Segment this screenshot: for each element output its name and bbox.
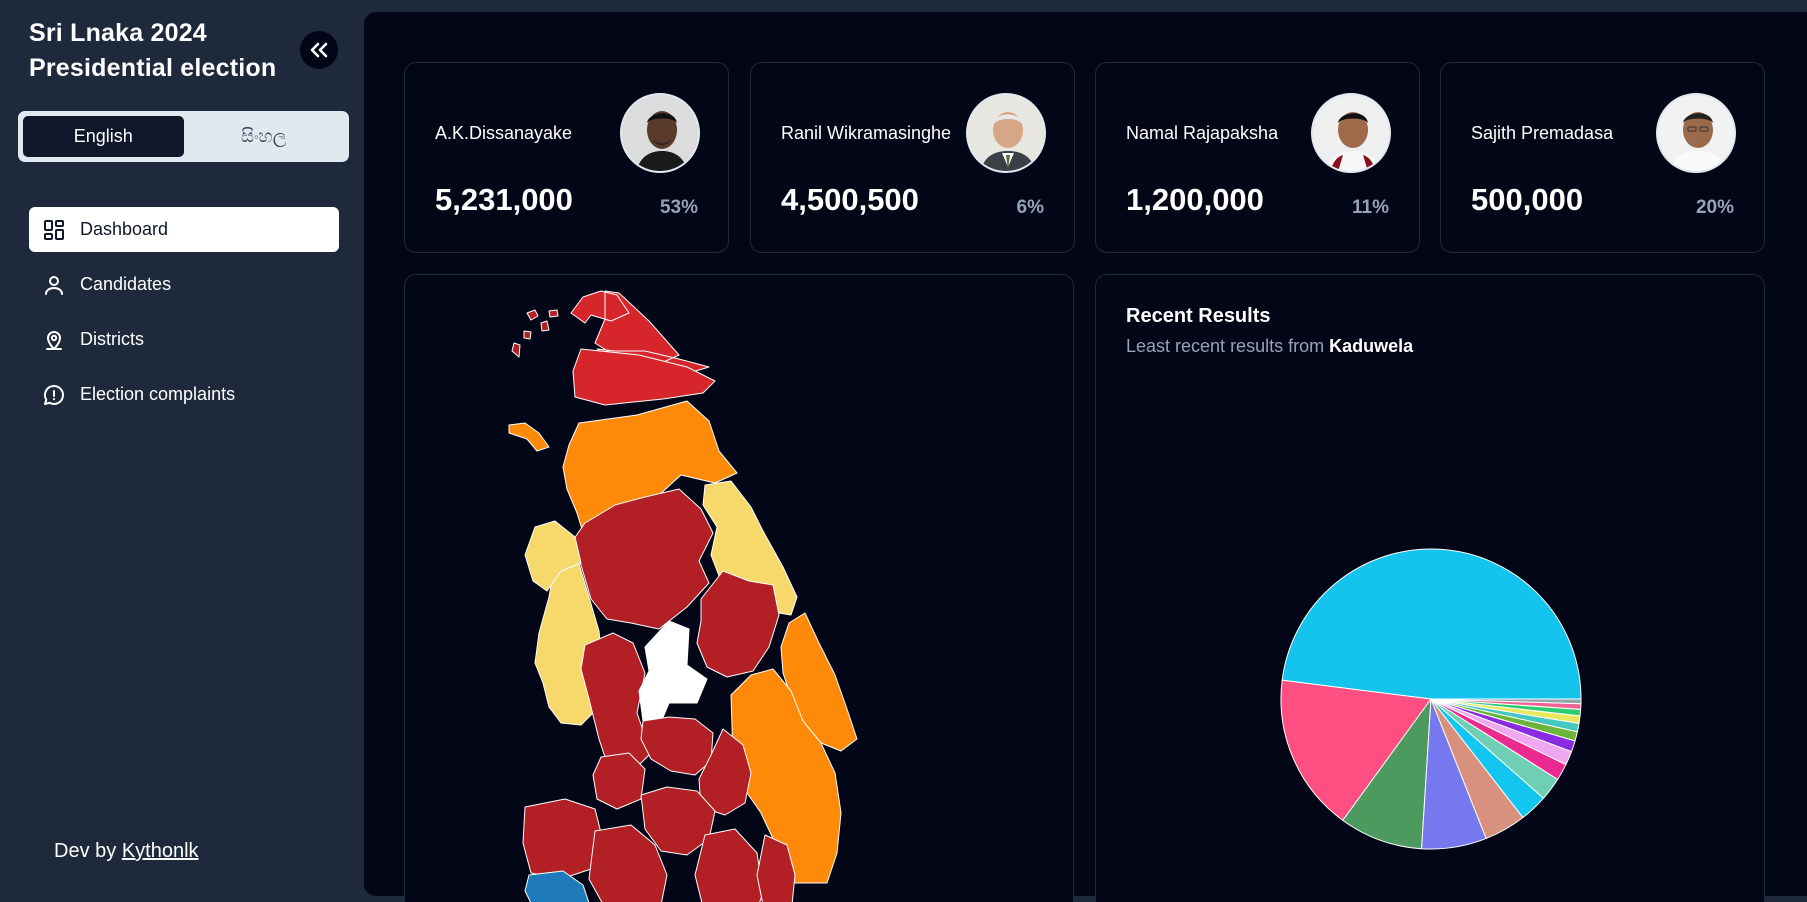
map-region-hambantota[interactable] <box>756 834 796 902</box>
sidebar-item-label: Dashboard <box>80 219 169 239</box>
candidate-name: A.K.Dissanayake <box>435 123 573 143</box>
map-region-kilinochchi[interactable] <box>572 348 716 406</box>
candidate-percent: 11% <box>1352 197 1389 218</box>
pie-slice-A[interactable] <box>1281 548 1582 700</box>
candidate-avatar <box>620 93 700 173</box>
map-region-kegalle[interactable] <box>592 752 646 810</box>
candidate-percent: 53% <box>659 197 698 218</box>
map-region-islands[interactable] <box>511 309 559 358</box>
candidate-percent: 6% <box>1016 197 1044 218</box>
recent-results-card: Recent Results Least recent results from… <box>1095 274 1765 902</box>
candidate-card[interactable]: Ranil Wikramasinghe 4,500,500 6% <box>750 62 1075 253</box>
user-icon <box>45 275 63 295</box>
map-region-badulla[interactable] <box>698 728 752 816</box>
sidebar-item-label: Districts <box>80 329 144 349</box>
pie-slice-B[interactable] <box>1280 679 1432 822</box>
recent-results-subtitle-prefix: Least recent results from <box>1126 336 1325 356</box>
candidate-votes: 500,000 <box>1471 182 1584 217</box>
map-region-gampaha[interactable] <box>522 798 602 880</box>
candidate-photo-icon <box>622 95 698 171</box>
candidate-name: Sajith Premadasa <box>1471 123 1614 143</box>
candidate-votes: 1,200,000 <box>1126 182 1264 217</box>
sidebar-item-dashboard[interactable]: Dashboard <box>29 207 339 252</box>
candidate-votes: 4,500,500 <box>781 182 919 217</box>
map-region-anuradhapura[interactable] <box>570 488 714 630</box>
sidebar: Sri Lnaka 2024 Presidential election Eng… <box>0 0 364 902</box>
recent-results-subtitle: Least recent results from Kaduwela <box>1126 336 1413 357</box>
dev-credit-prefix: Dev by <box>54 840 117 862</box>
district-map-card <box>404 274 1074 902</box>
map-region-colombo[interactable] <box>524 870 593 902</box>
language-switch: English සිංහල <box>18 111 349 162</box>
pie-slice-C[interactable] <box>1342 697 1432 850</box>
sidebar-item-label: Election complaints <box>80 384 236 404</box>
main-content: A.K.Dissanayake 5,231,000 53% Ranil Wikr… <box>364 12 1807 902</box>
lang-sinhala-button[interactable]: සිංහල <box>241 126 287 146</box>
candidate-avatar <box>1311 93 1391 173</box>
candidate-votes: 5,231,000 <box>435 182 573 217</box>
collapse-sidebar-button[interactable] <box>300 31 338 69</box>
sidebar-item-election-complaints[interactable]: Election complaints <box>29 372 339 417</box>
dev-credit: Dev by Kythonlk <box>54 840 199 863</box>
map-region-ratnapura[interactable] <box>588 824 668 902</box>
candidate-avatar <box>966 93 1046 173</box>
sri-lanka-map <box>508 290 858 902</box>
app-title-line2: Presidential election <box>29 54 277 82</box>
lang-english-button[interactable]: English <box>23 116 184 157</box>
app-title-line1: Sri Lnaka 2024 <box>29 19 207 47</box>
pie-slice-P[interactable] <box>1430 698 1582 705</box>
location-pin-icon <box>46 330 62 350</box>
developer-link[interactable]: Kythonlk <box>121 840 199 862</box>
map-region-monaragala[interactable] <box>694 828 764 902</box>
sidebar-item-label: Candidates <box>80 274 172 294</box>
results-pie-chart <box>1280 548 1582 850</box>
candidate-photo-icon <box>1658 95 1734 171</box>
recent-results-location: Kaduwela <box>1329 336 1414 356</box>
candidate-name: Ranil Wikramasinghe <box>781 123 952 143</box>
map-region-mannar-island[interactable] <box>508 422 550 452</box>
candidate-card[interactable]: Namal Rajapaksha 1,200,000 11% <box>1095 62 1420 253</box>
app-title: Sri Lnaka 2024 Presidential election <box>29 16 276 86</box>
candidate-percent: 20% <box>1695 197 1734 218</box>
candidate-photo-icon <box>968 95 1044 171</box>
sidebar-item-districts[interactable]: Districts <box>29 317 339 362</box>
candidate-avatar <box>1656 93 1736 173</box>
map-region-kandy[interactable] <box>640 716 714 776</box>
map-region-mannar[interactable] <box>524 520 582 592</box>
sidebar-item-candidates[interactable]: Candidates <box>29 262 339 307</box>
map-region-matale[interactable] <box>638 620 708 728</box>
recent-results-title: Recent Results <box>1126 305 1271 327</box>
sidebar-nav: Dashboard Candidates Districts <box>29 207 339 427</box>
candidate-name: Namal Rajapaksha <box>1126 123 1279 143</box>
double-chevron-left-icon <box>310 42 328 58</box>
map-region-kurunegala[interactable] <box>580 632 652 774</box>
candidate-card[interactable]: Sajith Premadasa 500,000 20% <box>1440 62 1765 253</box>
map-region-ampara[interactable] <box>730 668 842 884</box>
dashboard-icon <box>44 219 64 240</box>
chat-alert-icon <box>43 384 64 405</box>
map-region-polonnaruwa[interactable] <box>696 570 780 678</box>
candidate-card[interactable]: A.K.Dissanayake 5,231,000 53% <box>404 62 729 253</box>
candidate-photo-icon <box>1313 95 1389 171</box>
